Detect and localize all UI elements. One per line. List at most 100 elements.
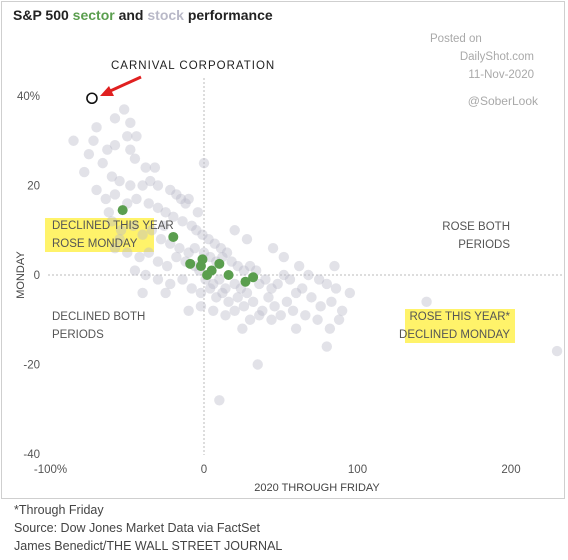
stock-point xyxy=(241,287,253,299)
stock-point xyxy=(223,296,234,308)
stock-point xyxy=(336,305,348,316)
stock-point xyxy=(158,220,170,231)
quadrant-label-top-left-2: ROSE MONDAY xyxy=(52,238,138,250)
y-tick-label: 0 xyxy=(34,270,40,282)
carnival-label: CARNIVAL CORPORATION xyxy=(111,60,275,72)
stock-point xyxy=(186,283,197,294)
stock-point xyxy=(278,251,290,263)
x-tick-label: 100 xyxy=(348,464,367,476)
stock-point xyxy=(128,220,139,231)
stock-point xyxy=(183,247,194,258)
stock-point xyxy=(152,256,164,267)
stock-point xyxy=(312,314,323,325)
stock-point xyxy=(321,341,332,352)
stock-point xyxy=(68,135,79,146)
stock-point xyxy=(214,395,225,406)
stock-point xyxy=(109,242,121,254)
quadrant-label-bottom-left-2: PERIODS xyxy=(52,329,104,341)
stock-point xyxy=(131,131,142,142)
stock-point xyxy=(183,305,194,316)
stock-point xyxy=(191,225,202,236)
quadrant-highlight-top-left xyxy=(45,218,154,252)
stock-point xyxy=(221,247,233,258)
stock-point xyxy=(229,225,240,236)
y-tick-label: 40% xyxy=(17,91,40,103)
stock-point xyxy=(109,113,121,124)
stock-point xyxy=(238,301,250,312)
stock-point xyxy=(208,305,219,316)
stock-point xyxy=(260,274,271,285)
arrow-shaft xyxy=(107,75,142,94)
stock-point xyxy=(333,314,345,325)
stock-point xyxy=(220,283,231,294)
stock-point xyxy=(290,323,302,334)
stock-point xyxy=(252,359,263,370)
stock-point xyxy=(263,292,274,303)
y-tick-label: -40 xyxy=(23,449,40,461)
stock-point xyxy=(165,184,176,196)
stock-point xyxy=(214,274,225,285)
stock-point xyxy=(204,251,216,263)
stock-point xyxy=(143,247,154,258)
stock-point xyxy=(303,269,314,281)
stock-point xyxy=(232,260,243,272)
stock-point xyxy=(254,278,265,290)
stock-point xyxy=(209,238,220,249)
stock-point xyxy=(129,265,141,276)
stock-point xyxy=(91,184,102,196)
stock-point xyxy=(180,198,191,209)
stock-point xyxy=(171,189,182,200)
stock-point xyxy=(137,180,148,191)
stock-point xyxy=(114,234,125,245)
stock-point xyxy=(269,301,280,312)
stock-point xyxy=(195,301,207,312)
stock-point xyxy=(254,310,265,321)
stock-point xyxy=(215,242,227,254)
stock-point xyxy=(165,278,176,290)
stock-point xyxy=(168,211,179,223)
stock-point xyxy=(330,283,342,294)
title-sector-word: sector xyxy=(72,7,115,23)
credit-posted-on: Posted on xyxy=(430,33,482,45)
title-prefix: S&P 500 xyxy=(13,7,73,23)
stock-point xyxy=(183,193,194,205)
stock-point xyxy=(321,278,332,290)
stock-point xyxy=(106,216,118,227)
stock-point xyxy=(129,153,141,164)
stock-point xyxy=(313,274,325,285)
sector-point xyxy=(206,265,217,276)
stock-point xyxy=(278,269,290,281)
stock-point xyxy=(290,287,302,299)
y-axis-title: MONDAY xyxy=(15,251,27,299)
credit-site: DailyShot.com xyxy=(460,51,534,63)
stock-point xyxy=(297,283,308,294)
footnote: *Through Friday xyxy=(14,503,104,517)
stock-point xyxy=(125,180,136,191)
stock-point xyxy=(125,144,136,155)
quadrant-label-top-right-2: PERIODS xyxy=(458,239,510,251)
stock-point xyxy=(118,104,130,115)
quadrant-label-top-right-1: ROSE BOTH xyxy=(442,221,510,233)
stock-point xyxy=(160,207,171,218)
stock-point xyxy=(229,278,240,290)
source-line: Source: Dow Jones Market Data via FactSe… xyxy=(14,521,260,535)
stock-point xyxy=(161,260,173,272)
stock-point xyxy=(137,287,148,299)
quadrant-label-bottom-right-2: DECLINED MONDAY xyxy=(399,329,510,341)
stock-point xyxy=(267,242,279,254)
stock-point xyxy=(272,278,283,290)
title-stock-word: stock xyxy=(147,7,184,23)
sector-point xyxy=(195,261,206,272)
stock-point xyxy=(217,287,228,299)
stock-point xyxy=(174,242,185,254)
stock-point xyxy=(137,229,148,240)
stock-point xyxy=(326,296,337,308)
stock-point xyxy=(275,310,286,321)
stock-point xyxy=(122,247,133,258)
stock-point xyxy=(171,251,182,263)
stock-point xyxy=(177,216,188,227)
stock-point xyxy=(140,162,151,173)
stock-point xyxy=(238,265,250,276)
stock-point xyxy=(229,305,240,316)
stock-point xyxy=(293,260,305,272)
